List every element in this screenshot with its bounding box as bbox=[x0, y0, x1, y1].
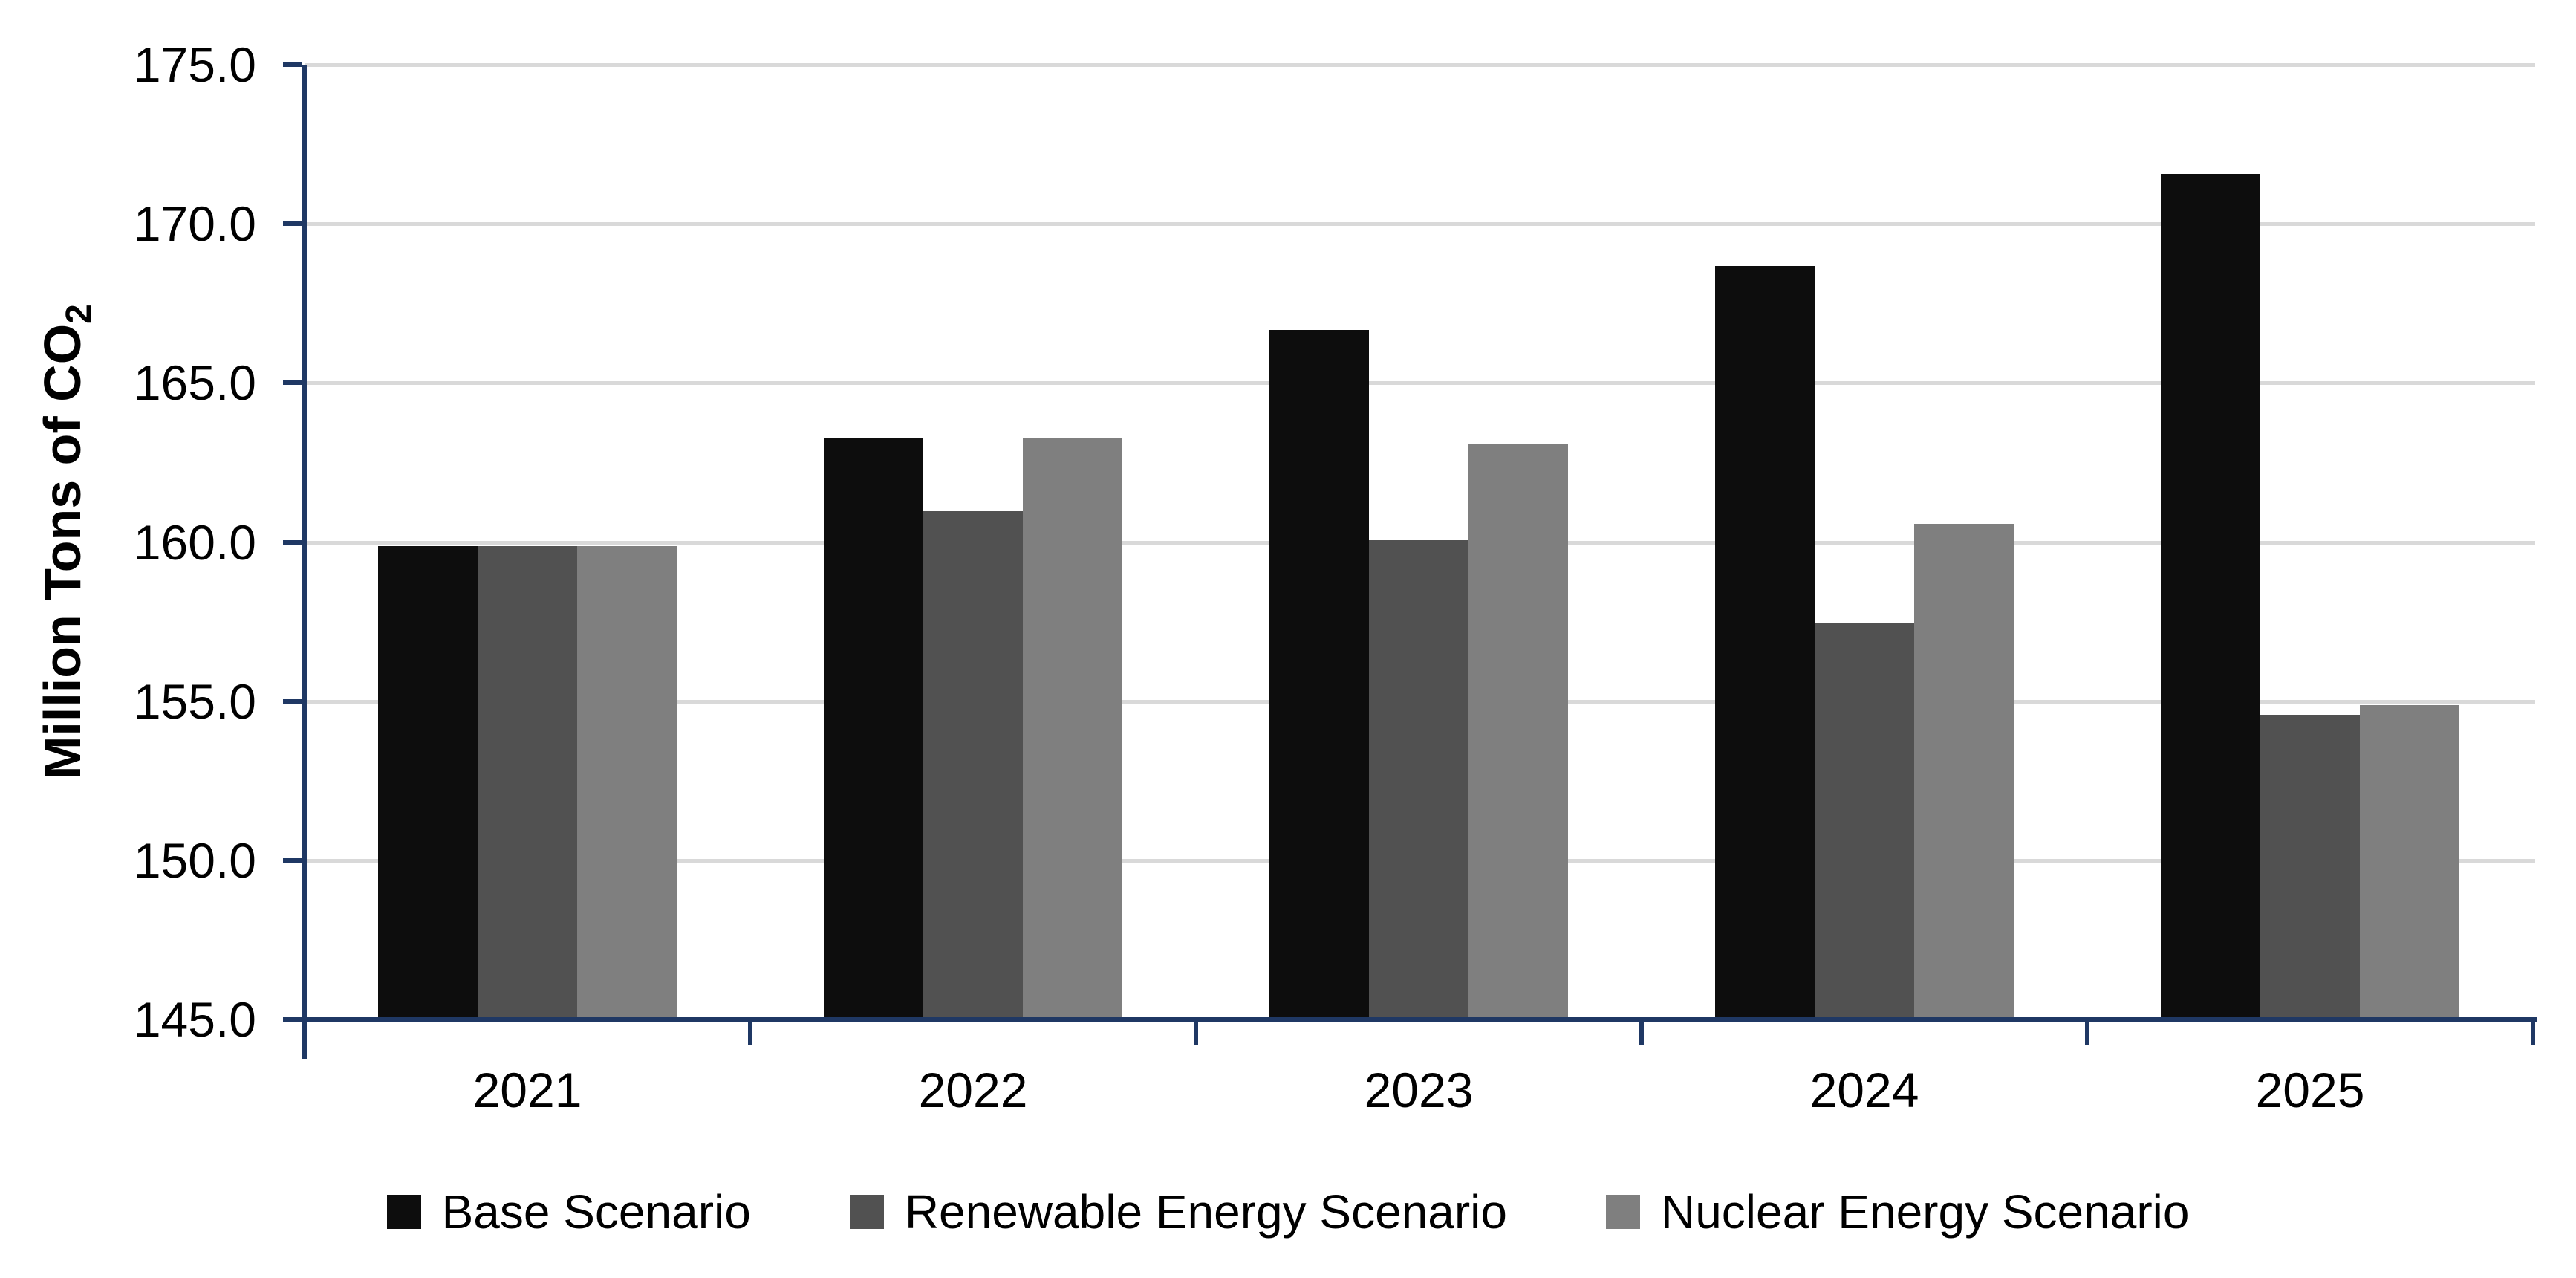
bar-2023-nuclear-energy-scenario bbox=[1468, 444, 1568, 1017]
gridline-175.0 bbox=[305, 63, 2535, 67]
legend-label: Renewable Energy Scenario bbox=[904, 1185, 1507, 1239]
bar-2023-base-scenario bbox=[1269, 329, 1369, 1017]
bar-2022-base-scenario bbox=[824, 438, 923, 1017]
y-axis-line bbox=[302, 65, 307, 1059]
x-axis-tick-mark bbox=[2085, 1022, 2089, 1045]
y-axis-tick-mark bbox=[283, 857, 302, 863]
y-tick-label-175.0: 175.0 bbox=[133, 37, 256, 92]
y-axis-tick-mark bbox=[283, 221, 302, 227]
x-axis-tick-mark bbox=[1194, 1022, 1198, 1045]
y-tick-label-165.0: 165.0 bbox=[133, 355, 256, 411]
legend-item-renewable-energy-scenario: Renewable Energy Scenario bbox=[849, 1183, 1507, 1241]
x-category-label-2023: 2023 bbox=[1364, 1063, 1474, 1118]
bar-2024-renewable-energy-scenario bbox=[1815, 622, 1914, 1017]
bar-2022-renewable-energy-scenario bbox=[923, 510, 1023, 1017]
gridline-170.0 bbox=[305, 222, 2535, 227]
legend: Base Scenario Renewable Energy Scenario Nu… bbox=[0, 1183, 2576, 1241]
bar-2023-renewable-energy-scenario bbox=[1369, 539, 1468, 1017]
y-tick-label-150.0: 150.0 bbox=[133, 832, 256, 888]
x-category-label-2021: 2021 bbox=[472, 1063, 582, 1118]
legend-label: Base Scenario bbox=[441, 1185, 751, 1239]
bar-2024-base-scenario bbox=[1715, 266, 1815, 1017]
x-category-label-2024: 2024 bbox=[1809, 1063, 1919, 1118]
bar-2021-base-scenario bbox=[378, 546, 478, 1017]
bar-2025-renewable-energy-scenario bbox=[2260, 715, 2360, 1017]
x-category-label-2025: 2025 bbox=[2255, 1063, 2365, 1118]
x-axis-tick-mark bbox=[2531, 1022, 2535, 1045]
y-tick-label-145.0: 145.0 bbox=[133, 992, 256, 1047]
y-tick-label-155.0: 155.0 bbox=[133, 673, 256, 729]
plot-area bbox=[305, 63, 2535, 1019]
x-axis-line bbox=[302, 1017, 2537, 1022]
legend-marker-icon bbox=[386, 1195, 421, 1229]
bar-2022-nuclear-energy-scenario bbox=[1023, 438, 1122, 1017]
legend-label: Nuclear Energy Scenario bbox=[1660, 1185, 2190, 1239]
y-axis-title-subscript: 2 bbox=[59, 304, 99, 324]
bar-2024-nuclear-energy-scenario bbox=[1914, 524, 2014, 1017]
y-axis-tick-mark bbox=[283, 1017, 302, 1022]
x-axis-tick-mark bbox=[748, 1022, 752, 1045]
x-axis-tick-mark bbox=[302, 1022, 307, 1045]
y-axis-tick-mark bbox=[283, 539, 302, 545]
legend-item-nuclear-energy-scenario: Nuclear Energy Scenario bbox=[1605, 1183, 2190, 1241]
y-tick-label-170.0: 170.0 bbox=[133, 196, 256, 252]
y-axis-tick-mark bbox=[283, 380, 302, 386]
bar-2025-base-scenario bbox=[2161, 173, 2260, 1017]
legend-marker-icon bbox=[1605, 1195, 1640, 1229]
x-axis-tick-mark bbox=[1639, 1022, 1644, 1045]
legend-item-base-scenario: Base Scenario bbox=[386, 1183, 751, 1241]
bar-2021-renewable-energy-scenario bbox=[478, 546, 577, 1017]
y-tick-label-160.0: 160.0 bbox=[133, 514, 256, 570]
legend-marker-icon bbox=[849, 1195, 884, 1229]
y-axis-tick-mark bbox=[283, 698, 302, 704]
y-axis-tick-mark bbox=[283, 62, 302, 67]
bar-2021-nuclear-energy-scenario bbox=[577, 546, 677, 1017]
bar-2025-nuclear-energy-scenario bbox=[2360, 705, 2459, 1017]
x-category-label-2022: 2022 bbox=[918, 1063, 1028, 1118]
gridline-165.0 bbox=[305, 381, 2535, 386]
